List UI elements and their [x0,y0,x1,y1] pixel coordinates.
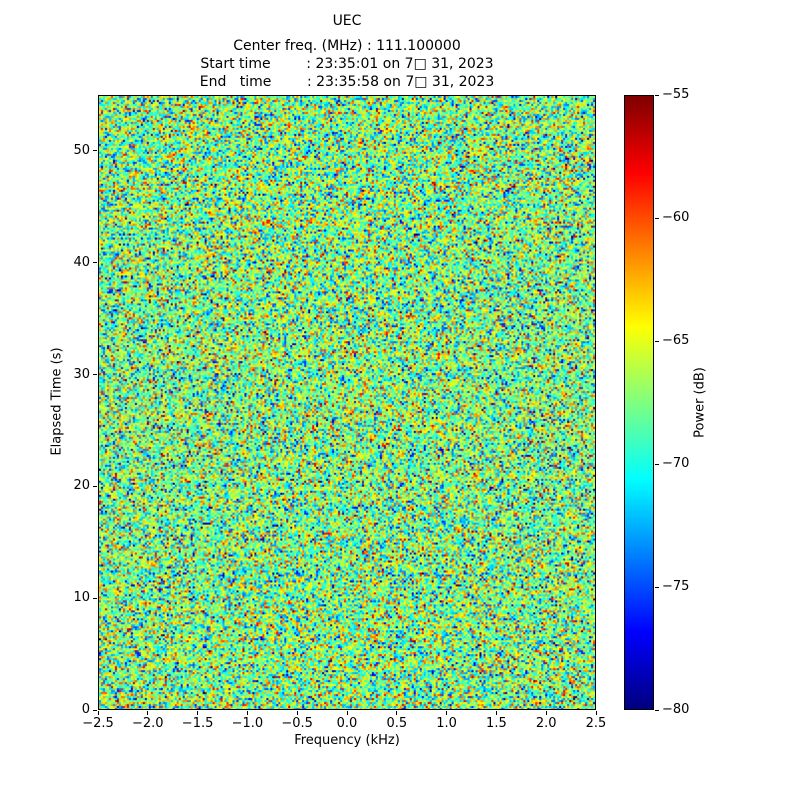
x-tick-mark [495,711,497,715]
x-tick-mark [545,711,547,715]
y-tick-label: 30 [73,366,90,382]
plot-area [98,95,596,710]
colorbar-tick-mark [655,340,659,342]
x-tick-label: 2.5 [585,716,607,731]
chart-title: UEC [332,13,362,29]
x-tick-label: −2.0 [132,716,164,731]
colorbar-tick-mark [655,217,659,219]
center-freq-line: Center freq. (MHz) : 111.100000 [233,38,461,54]
colorbar-tick-mark [655,586,659,588]
x-tick-label: 1.5 [486,716,507,731]
colorbar-tick-label: −60 [662,210,690,225]
x-tick-mark [595,711,597,715]
colorbar-tick-label: −70 [662,456,690,471]
colorbar [624,95,654,710]
x-axis-label: Frequency (kHz) [294,733,400,748]
x-tick-mark [346,711,348,715]
y-tick-mark [93,485,97,487]
spectrogram-heatmap [99,96,595,709]
colorbar-tick-label: −75 [662,579,690,594]
colorbar-gradient [625,96,653,709]
x-tick-mark [396,711,398,715]
y-tick-mark [93,262,97,264]
x-tick-label: −1.5 [181,716,214,731]
x-tick-mark [197,711,199,715]
x-tick-label: −1.0 [231,716,264,731]
x-tick-label: −0.5 [281,716,313,731]
colorbar-tick-mark [655,463,659,465]
y-tick-label: 50 [73,142,90,158]
start-time-line: Start time : 23:35:01 on 7□ 31, 2023 [200,56,494,72]
colorbar-tick-label: −65 [662,333,690,348]
y-tick-label: 10 [73,590,90,606]
y-axis-label: Elapsed Time (s) [49,347,65,456]
x-tick-label: 0.0 [336,716,358,731]
y-tick-mark [93,150,97,152]
y-tick-mark [93,709,97,711]
x-tick-label: 0.5 [386,716,408,731]
y-tick-mark [93,597,97,599]
x-tick-label: −2.5 [82,716,114,731]
end-time-line: End time : 23:35:58 on 7□ 31, 2023 [199,74,495,90]
y-tick-label: 0 [81,702,90,717]
y-tick-label: 40 [73,254,90,270]
colorbar-tick-mark [655,709,659,711]
x-tick-mark [446,711,448,715]
x-tick-mark [296,711,298,715]
colorbar-tick-mark [655,94,659,96]
x-tick-mark [147,711,149,715]
colorbar-tick-label: −55 [662,87,690,102]
y-tick-label: 20 [73,478,90,494]
x-tick-mark [97,711,99,715]
x-tick-label: 1.0 [436,716,457,731]
colorbar-label: Power (dB) [692,367,708,438]
y-tick-mark [93,374,97,376]
colorbar-tick-label: −80 [662,702,690,717]
x-tick-mark [246,711,248,715]
x-tick-label: 2.0 [535,716,557,731]
